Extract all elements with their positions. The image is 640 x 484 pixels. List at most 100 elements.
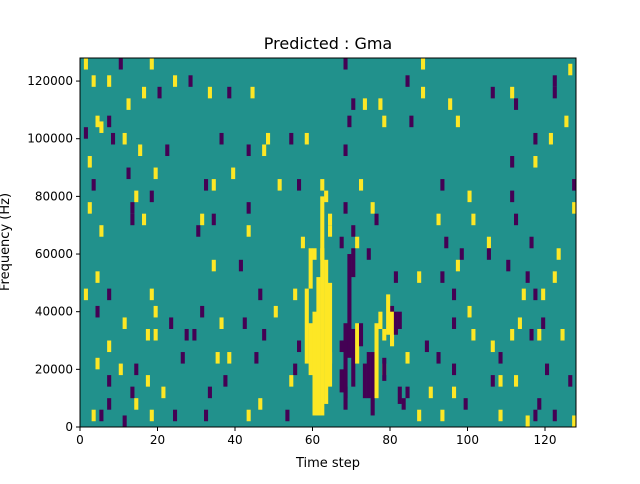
heatmap-cell bbox=[211, 213, 216, 226]
heatmap-cell bbox=[533, 409, 538, 422]
heatmap-cell bbox=[262, 328, 267, 341]
heatmap-cell bbox=[87, 202, 92, 214]
heatmap-cell bbox=[200, 305, 205, 318]
heatmap-cell bbox=[521, 288, 526, 301]
heatmap-cell bbox=[246, 202, 251, 214]
heatmap-run bbox=[316, 277, 321, 416]
heatmap-cell bbox=[153, 167, 158, 180]
x-tick-label: 0 bbox=[76, 433, 84, 447]
heatmap-cell bbox=[207, 86, 212, 99]
heatmap-run bbox=[359, 323, 364, 347]
heatmap-cell bbox=[91, 409, 96, 422]
heatmap-cell bbox=[564, 115, 569, 128]
heatmap-run bbox=[390, 311, 395, 347]
heatmap-cell bbox=[401, 398, 406, 410]
heatmap-cell bbox=[490, 86, 495, 99]
heatmap-cell bbox=[157, 86, 162, 99]
heatmap-cell bbox=[145, 328, 150, 341]
heatmap-cell bbox=[83, 127, 88, 139]
heatmap-cell bbox=[293, 288, 298, 301]
heatmap-cell bbox=[219, 317, 224, 329]
heatmap-cell bbox=[370, 202, 375, 214]
heatmap-cell bbox=[297, 179, 302, 191]
heatmap-cell bbox=[142, 86, 147, 99]
heatmap-cell bbox=[107, 398, 112, 410]
heatmap-cell bbox=[355, 236, 360, 249]
heatmap-cell bbox=[149, 58, 154, 70]
y-tick-label: 80000 bbox=[35, 189, 73, 203]
heatmap-cell bbox=[145, 375, 150, 387]
heatmap-cell bbox=[134, 190, 139, 203]
heatmap-cell bbox=[510, 156, 515, 168]
heatmap-cell bbox=[246, 409, 251, 422]
heatmap-cell bbox=[455, 115, 460, 128]
heatmap-cell bbox=[285, 409, 290, 422]
heatmap-cell bbox=[552, 86, 557, 99]
heatmap-cell bbox=[324, 190, 329, 203]
heatmap-cell bbox=[436, 352, 441, 364]
heatmap-cell bbox=[107, 288, 112, 301]
heatmap-run bbox=[343, 323, 348, 410]
heatmap-cell bbox=[463, 398, 468, 410]
heatmap-cell bbox=[568, 375, 573, 387]
heatmap-cell bbox=[118, 58, 123, 70]
heatmap-cell bbox=[304, 132, 309, 145]
heatmap-cell bbox=[428, 386, 433, 399]
heatmap-cell bbox=[99, 409, 104, 422]
heatmap-cell bbox=[122, 415, 127, 427]
heatmap-cell bbox=[448, 98, 453, 110]
heatmap-cell bbox=[173, 75, 178, 87]
heatmap-cell bbox=[533, 288, 538, 301]
heatmap-cell bbox=[359, 179, 364, 191]
heatmap-cell bbox=[107, 375, 112, 387]
heatmap-run bbox=[328, 282, 333, 387]
heatmap-run bbox=[347, 254, 352, 358]
y-axis: 0 20000 40000 60000 80000 100000 120000 bbox=[27, 74, 80, 434]
heatmap-cell bbox=[122, 317, 127, 329]
heatmap-cell bbox=[107, 75, 112, 87]
heatmap-cell bbox=[440, 271, 445, 283]
y-tick-label: 40000 bbox=[35, 305, 73, 319]
heatmap-cell bbox=[200, 213, 205, 226]
heatmap-cell bbox=[467, 305, 472, 318]
x-tick-label: 100 bbox=[456, 433, 479, 447]
heatmap-cell bbox=[95, 115, 100, 128]
heatmap-cell bbox=[343, 144, 348, 157]
heatmap-cell bbox=[204, 179, 209, 191]
heatmap-cell bbox=[541, 317, 546, 329]
heatmap-cell bbox=[293, 363, 298, 376]
heatmap-cell bbox=[184, 328, 189, 341]
heatmap-cell bbox=[204, 409, 209, 422]
heatmap-run bbox=[366, 352, 371, 399]
heatmap-cell bbox=[95, 357, 100, 370]
heatmap-cell bbox=[374, 213, 379, 226]
heatmap-cell bbox=[541, 288, 546, 301]
heatmap-cell bbox=[459, 248, 464, 260]
heatmap-cell bbox=[471, 213, 476, 226]
heatmap-cell bbox=[498, 409, 503, 422]
heatmap-cell bbox=[153, 305, 158, 318]
heatmap-cell bbox=[320, 179, 325, 191]
heatmap-cell bbox=[490, 340, 495, 353]
heatmap-cell bbox=[250, 86, 255, 99]
heatmap-cell bbox=[452, 386, 457, 399]
heatmap-cell bbox=[192, 328, 197, 341]
heatmap-cell bbox=[95, 305, 100, 318]
heatmap-cell bbox=[467, 190, 472, 203]
heatmap-cell bbox=[393, 271, 398, 283]
heatmap-run bbox=[351, 248, 356, 278]
heatmap-cell bbox=[289, 375, 294, 387]
heatmap-cell bbox=[510, 328, 515, 341]
heatmap-cell bbox=[254, 352, 259, 364]
heatmap-run bbox=[308, 323, 313, 376]
heatmap-cell bbox=[498, 375, 503, 387]
heatmap-cell bbox=[277, 179, 282, 191]
heatmap-cell bbox=[300, 236, 305, 249]
heatmap-cell bbox=[514, 375, 519, 387]
heatmap-cell bbox=[525, 415, 530, 427]
heatmap-cell bbox=[211, 179, 216, 191]
heatmap-run bbox=[393, 311, 398, 335]
heatmap-cell bbox=[95, 271, 100, 283]
heatmap-cell bbox=[238, 259, 243, 272]
